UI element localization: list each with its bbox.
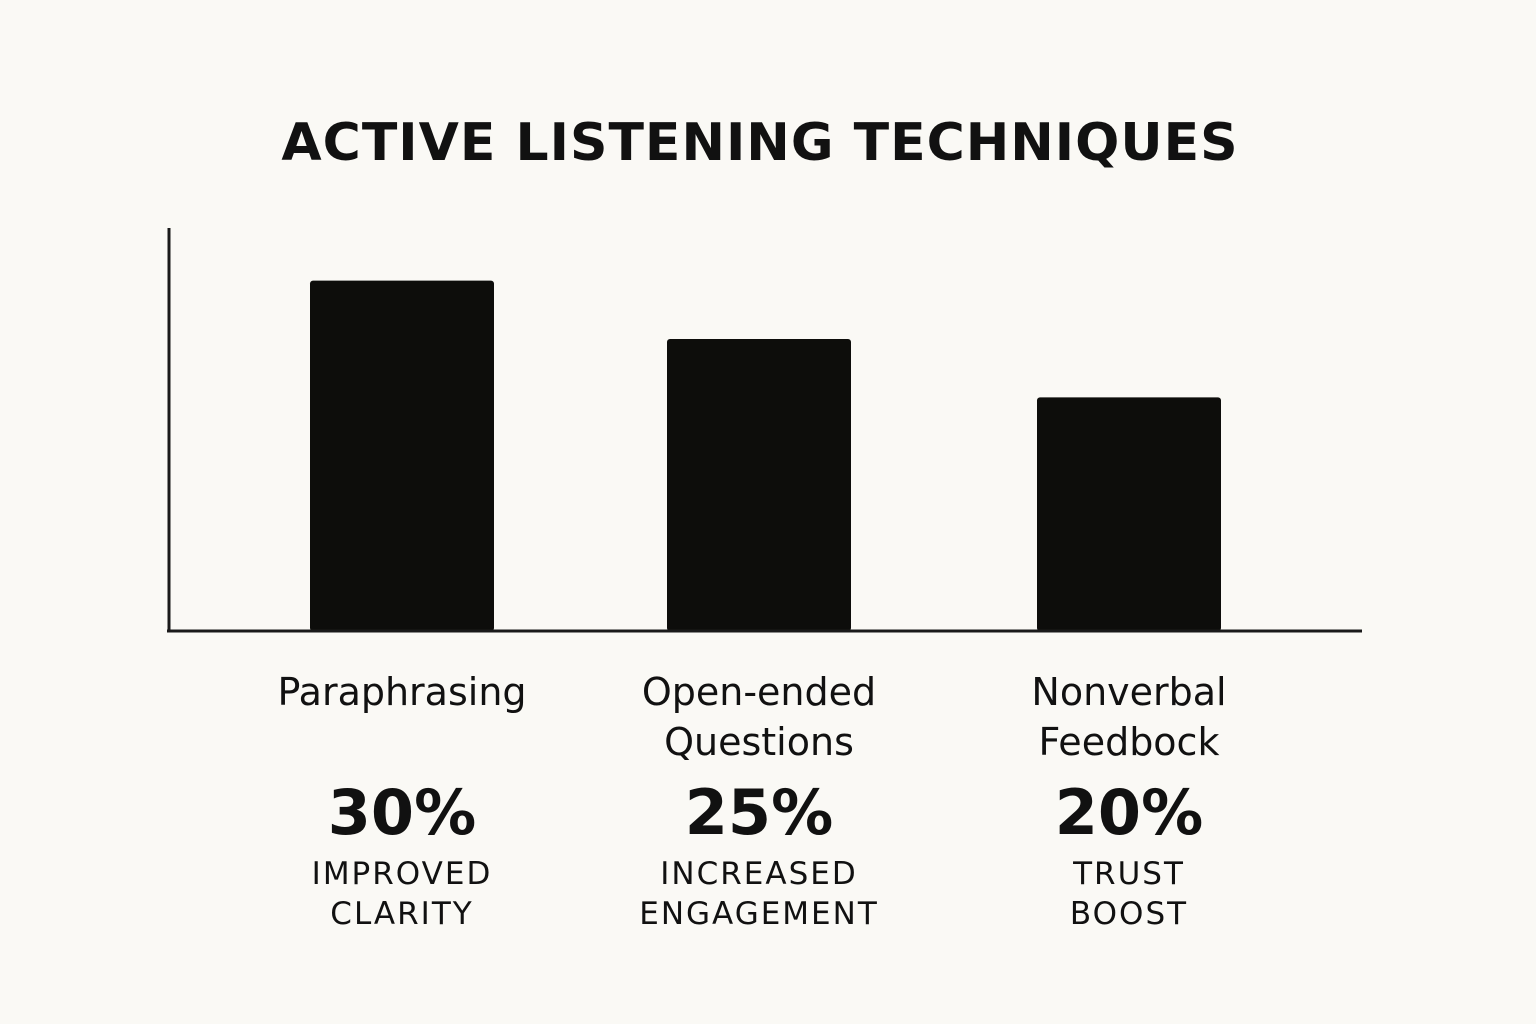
category-label-2-line-2: Questions bbox=[664, 720, 854, 764]
bar-1 bbox=[310, 280, 494, 631]
bars-group bbox=[310, 280, 1221, 631]
description-label-1-line-1: IMPROVED bbox=[312, 856, 493, 892]
description-label-3-line-2: BOOST bbox=[1070, 896, 1188, 932]
value-label-1: 30% bbox=[328, 776, 476, 849]
description-label-2-line-2: ENGAGEMENT bbox=[639, 896, 879, 932]
chart-title: ACTIVE LISTENING TECHNIQUES bbox=[281, 113, 1238, 173]
category-label-1-line-1: Paraphrasing bbox=[277, 670, 526, 714]
description-label-2-line-1: INCREASED bbox=[660, 856, 857, 892]
description-label-3-line-1: TRUST bbox=[1072, 856, 1185, 892]
bar-2 bbox=[667, 338, 851, 631]
category-label-2-line-1: Open-ended bbox=[642, 670, 876, 714]
category-label-3-line-1: Nonverbal bbox=[1031, 670, 1226, 714]
value-label-3: 20% bbox=[1055, 776, 1203, 849]
bar-3 bbox=[1037, 397, 1221, 631]
labels-group: Paraphrasing 30% IMPROVED CLARITY Open-ended… bbox=[277, 670, 1226, 932]
value-label-2: 25% bbox=[685, 776, 833, 849]
description-label-1-line-2: CLARITY bbox=[330, 896, 473, 932]
category-label-3-line-2: Feedbock bbox=[1039, 720, 1220, 764]
